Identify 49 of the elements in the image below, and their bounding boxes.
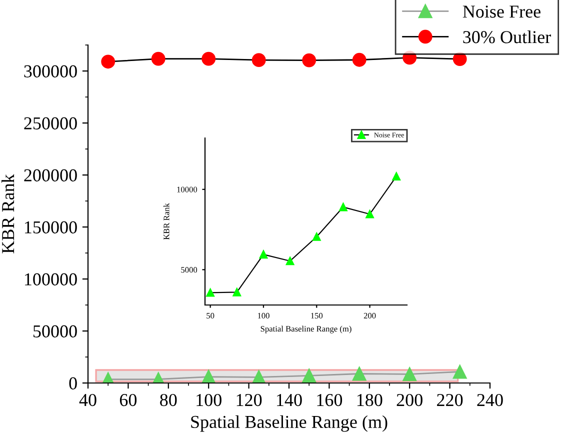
point (366, 210, 374, 218)
x-axis-title: Spatial Baseline Range (m) (191, 415, 388, 432)
y-tick-label: 300000 (24, 65, 77, 78)
point (339, 202, 348, 212)
point (202, 52, 216, 66)
x-tick-label: 200 (364, 312, 376, 319)
y-tick-label: 250000 (24, 117, 77, 130)
y-tick-label: 200000 (24, 169, 77, 182)
point (352, 52, 366, 67)
point (101, 54, 116, 69)
x-tick-label: 50 (206, 312, 214, 319)
x-axis-title: Spatial Baseline Range (m) (260, 326, 352, 334)
point (452, 364, 467, 379)
x-tick-label: 60 (120, 394, 137, 406)
x-tick-label: 150 (311, 312, 323, 319)
point (402, 367, 417, 382)
x-tick-label: 100 (196, 394, 222, 406)
x-tick-label: 220 (437, 394, 463, 406)
point (286, 256, 294, 266)
x-tick-label: 100 (258, 312, 270, 319)
x-tick-label: 240 (477, 394, 503, 406)
x-tick-label: 200 (396, 394, 422, 406)
y-axis-title: KBR Rank (1, 174, 14, 254)
y-tick-label: 0 (69, 377, 77, 390)
legend-label: Noise Free (462, 6, 540, 18)
point (302, 368, 316, 383)
x-tick-label: 120 (236, 394, 262, 406)
y-tick-label: 150000 (25, 221, 77, 234)
x-tick-label: 40 (79, 394, 96, 406)
point (151, 52, 166, 66)
y-tick-label: 10000 (177, 186, 198, 192)
y-axis-title: KBR Rank (163, 203, 170, 240)
y-tick-label: 100000 (25, 273, 77, 286)
point (302, 53, 316, 68)
y-tick-label: 50000 (33, 325, 77, 338)
point (202, 370, 216, 383)
legend-label: 30% Outlier (463, 30, 551, 44)
point (259, 250, 268, 259)
x-tick-label: 80 (160, 394, 177, 406)
point (352, 366, 366, 381)
x-tick-label: 160 (317, 394, 342, 406)
x-tick-label: 180 (357, 394, 382, 406)
y-tick-label: 5000 (181, 267, 198, 273)
point (392, 172, 401, 181)
point (252, 53, 266, 68)
point (312, 232, 321, 241)
x-tick-label: 140 (277, 394, 302, 406)
point (206, 288, 214, 297)
point (232, 288, 242, 296)
